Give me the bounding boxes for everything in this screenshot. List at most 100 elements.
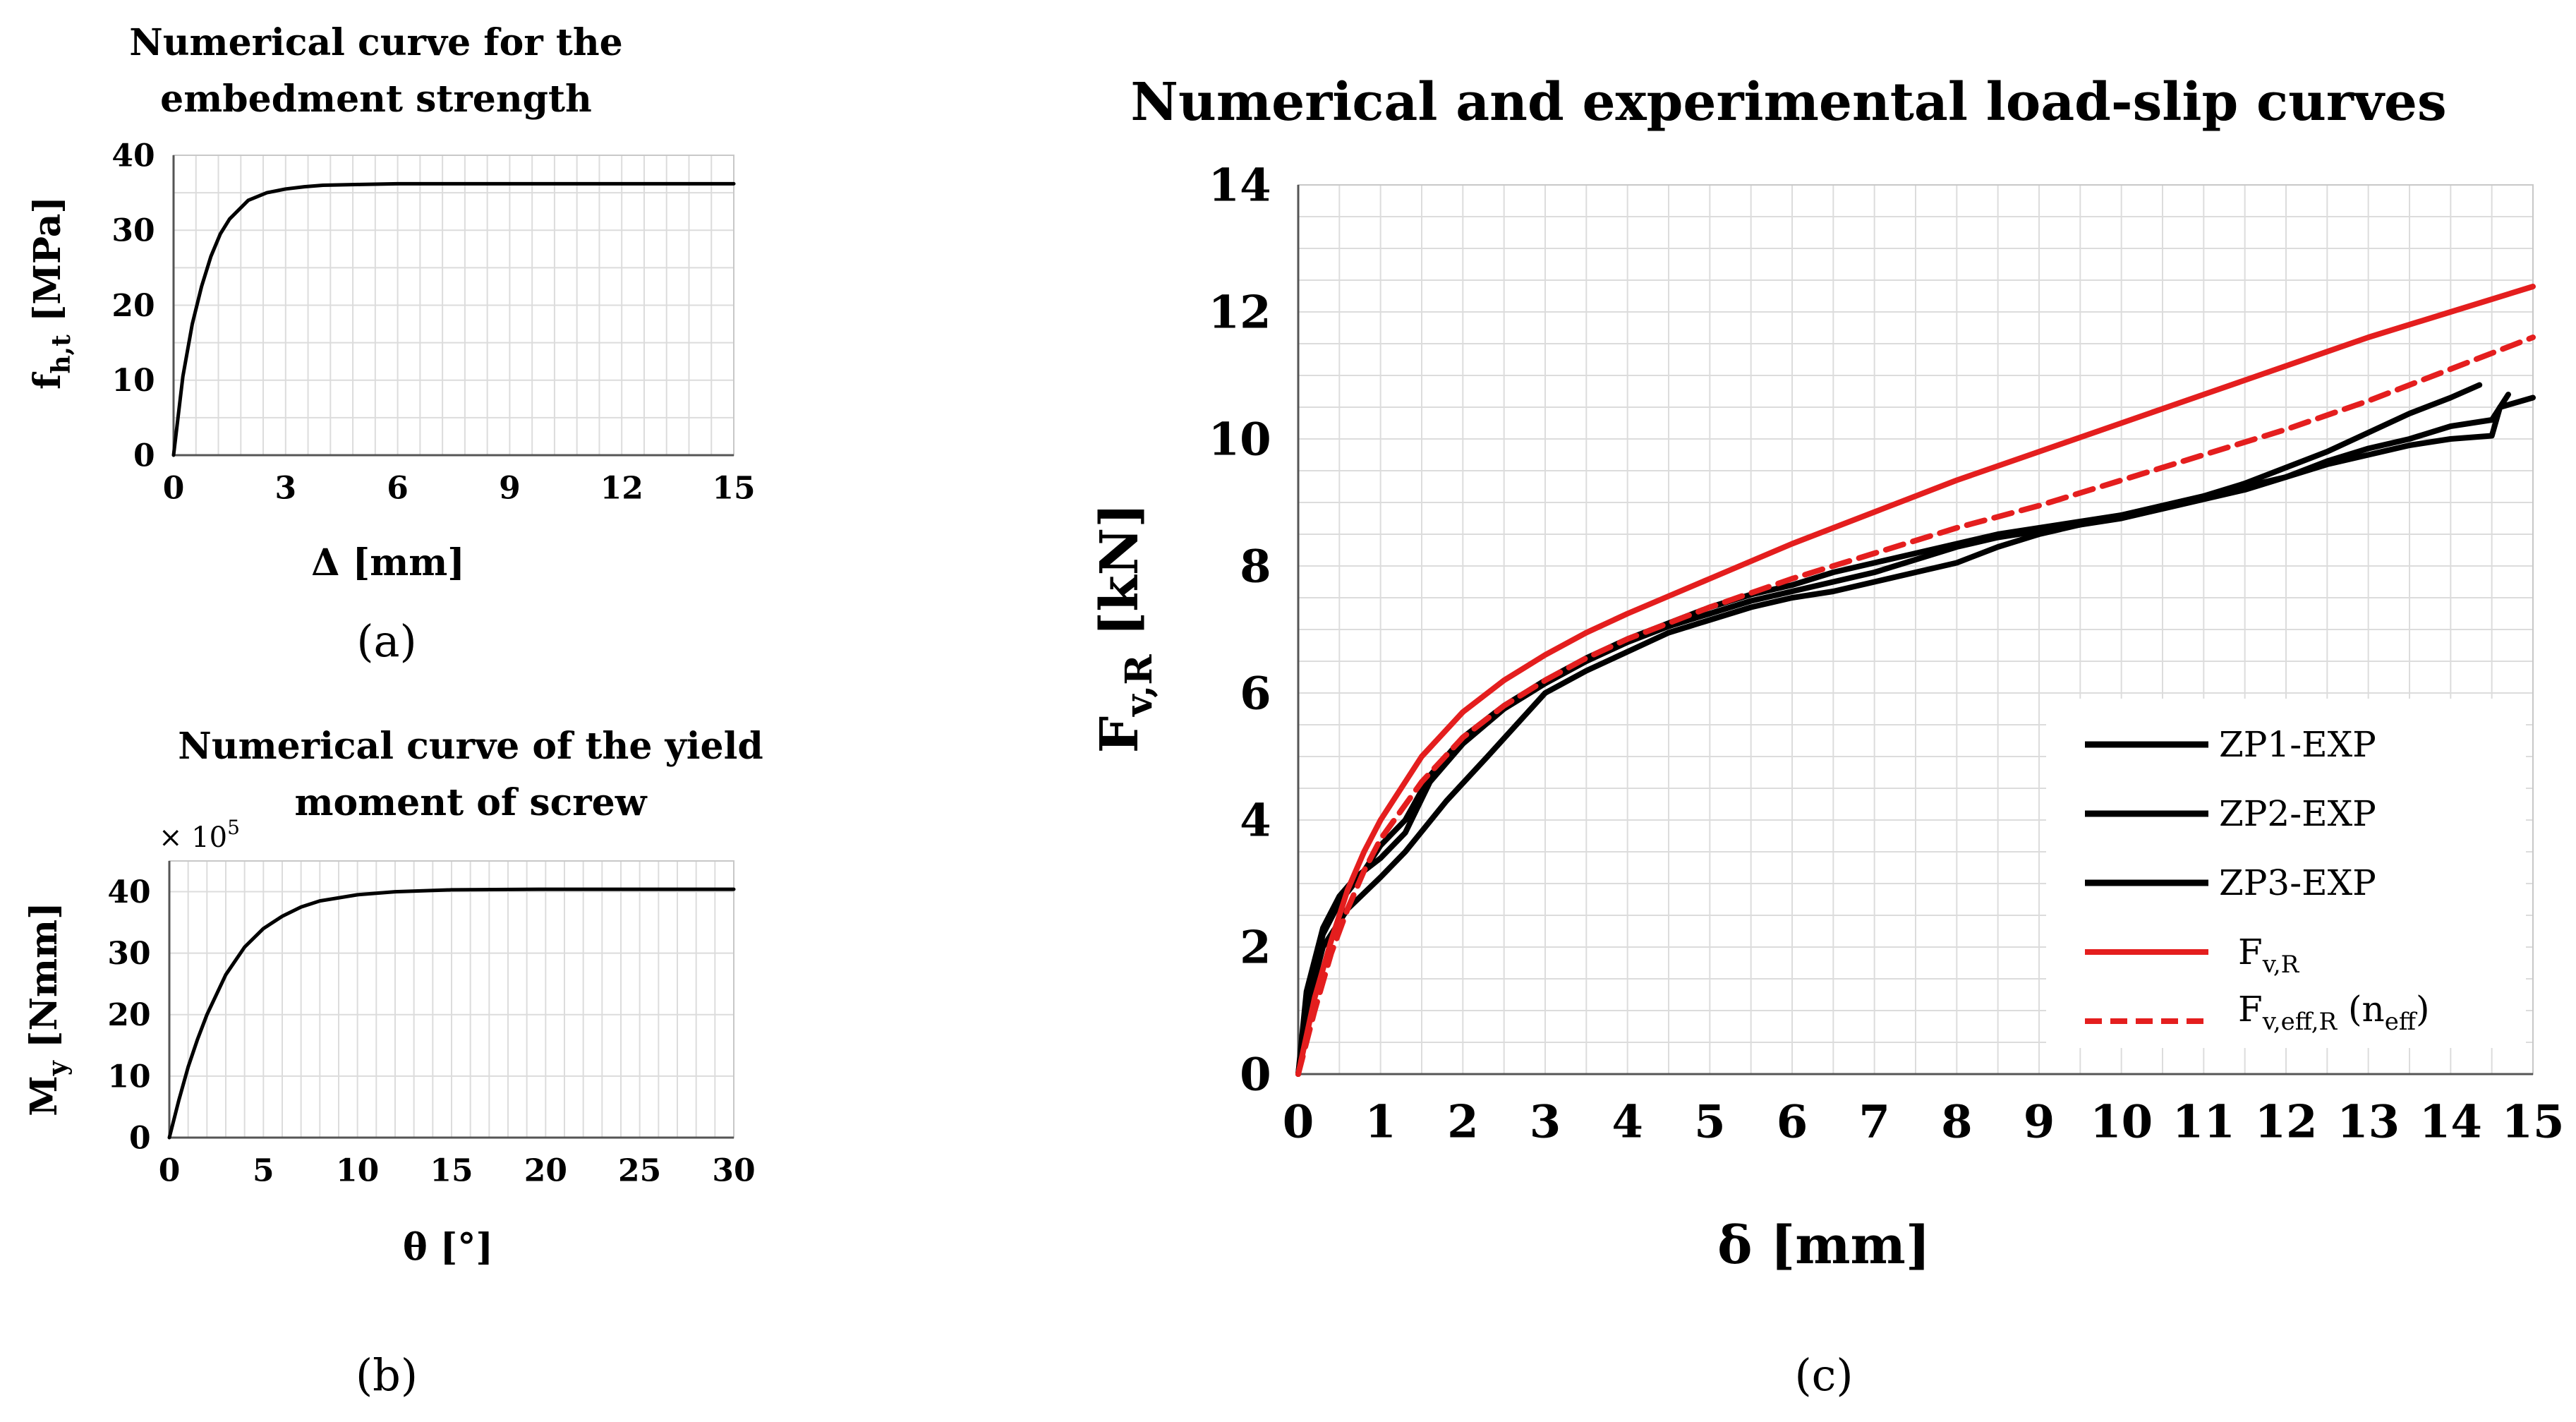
x-tick-label: 12 bbox=[2254, 1096, 2317, 1149]
y-tick-label: 20 bbox=[111, 288, 155, 324]
chart-c-y-label-sub: v,R bbox=[1118, 654, 1161, 717]
chart-b-y-label-unit: [Nmm] bbox=[23, 902, 66, 1048]
chart-b-y-label-space bbox=[23, 1048, 66, 1061]
chart-b-ticks: 0 5 10 15 20 25 30 0 10 20 30 40 bbox=[107, 874, 755, 1189]
x-tick-label: 0 bbox=[163, 471, 185, 507]
legend-fveffr-tail: (n bbox=[2337, 989, 2385, 1030]
x-tick-label: 1 bbox=[1365, 1096, 1396, 1149]
x-tick-label: 15 bbox=[712, 471, 755, 507]
chart-yield-moment: Numerical curve of the yield moment of s… bbox=[23, 725, 763, 1401]
x-tick-label: 13 bbox=[2337, 1096, 2400, 1149]
x-tick-label: 12 bbox=[600, 471, 643, 507]
y-tick-label: 40 bbox=[107, 874, 150, 910]
chart-a-x-axis-label: Δ [mm] bbox=[311, 541, 465, 584]
chart-a-y-label-space bbox=[26, 322, 69, 335]
chart-a-ticks: 0 3 6 9 12 15 0 10 20 30 40 bbox=[111, 138, 755, 506]
y-tick-label: 0 bbox=[1240, 1048, 1271, 1101]
chart-a-title-line-2: embedment strength bbox=[160, 78, 592, 121]
chart-c-lines bbox=[1295, 284, 2536, 1077]
x-tick-label: 2 bbox=[1447, 1096, 1479, 1149]
x-tick-label: 20 bbox=[524, 1153, 567, 1189]
x-tick-label: 3 bbox=[274, 471, 296, 507]
x-tick-label: 15 bbox=[430, 1153, 473, 1189]
y-tick-label: 40 bbox=[111, 138, 155, 174]
y-tick-label: 20 bbox=[107, 997, 150, 1033]
series-line-fv-r bbox=[1295, 284, 2536, 1077]
chart-b-x-axis-label: θ [°] bbox=[403, 1226, 493, 1269]
x-tick-label: 4 bbox=[1611, 1096, 1643, 1149]
y-tick-label: 30 bbox=[111, 213, 155, 249]
legend-label-zp1-exp: ZP1-EXP bbox=[2219, 724, 2376, 765]
chart-b-multiplier-base: × 10 bbox=[159, 821, 227, 854]
chart-c-x-axis-label: δ [mm] bbox=[1717, 1215, 1930, 1276]
x-tick-label: 15 bbox=[2501, 1096, 2564, 1149]
x-tick-label: 8 bbox=[1941, 1096, 1973, 1149]
chart-b-grid bbox=[168, 860, 734, 1139]
y-tick-label: 0 bbox=[133, 438, 155, 474]
chart-a-y-label-main: f bbox=[26, 371, 69, 390]
x-tick-label: 10 bbox=[2090, 1096, 2153, 1149]
legend-background bbox=[2046, 699, 2526, 1048]
chart-b-multiplier-exp: 5 bbox=[227, 816, 240, 839]
x-tick-label: 7 bbox=[1858, 1096, 1890, 1149]
y-tick-label: 14 bbox=[1209, 159, 1271, 212]
y-tick-label: 10 bbox=[107, 1059, 150, 1095]
legend-label-zp2-exp: ZP2-EXP bbox=[2219, 793, 2376, 834]
chart-c-y-label-main: F bbox=[1089, 716, 1150, 754]
chart-a-y-label-unit: [MPa] bbox=[26, 196, 69, 322]
legend-fveffr-sub: v,eff,R bbox=[2262, 1008, 2338, 1036]
chart-b-multiplier: × 105 bbox=[159, 816, 240, 854]
panel-label-c: (c) bbox=[1794, 1349, 1853, 1401]
chart-a-lines bbox=[171, 181, 736, 457]
series-line-embedment-strength bbox=[171, 181, 736, 457]
x-tick-label: 6 bbox=[387, 471, 409, 507]
series-line-fv-eff-r-neff- bbox=[1295, 335, 2536, 1077]
series-line-zp3-exp bbox=[1295, 394, 2536, 1077]
legend-fvr-main: F bbox=[2238, 932, 2263, 972]
series-line-zp1-exp bbox=[1295, 382, 2483, 1077]
y-tick-label: 10 bbox=[1209, 413, 1271, 466]
chart-b-y-label-sub: y bbox=[43, 1060, 73, 1076]
chart-b-title-line-2: moment of screw bbox=[294, 781, 647, 824]
chart-a-y-label-sub: h,t bbox=[47, 335, 76, 374]
series-line-yield-moment bbox=[167, 887, 736, 1140]
x-tick-label: 5 bbox=[253, 1153, 274, 1189]
x-tick-label: 30 bbox=[712, 1153, 755, 1189]
chart-b-y-label-main: M bbox=[23, 1075, 66, 1116]
chart-c-title: Numerical and experimental load-slip cur… bbox=[1130, 72, 2446, 133]
x-tick-label: 10 bbox=[336, 1153, 379, 1189]
panel-label-a: (a) bbox=[356, 615, 416, 667]
chart-c-y-axis-label: Fv,R [kN] bbox=[1089, 503, 1161, 754]
chart-b-lines bbox=[167, 887, 736, 1140]
y-tick-label: 0 bbox=[129, 1120, 151, 1156]
legend-fveffr-close: ) bbox=[2416, 989, 2430, 1030]
x-tick-label: 3 bbox=[1530, 1096, 1561, 1149]
chart-a-title-line-1: Numerical curve for the bbox=[129, 21, 623, 64]
legend-label-fveffr: Fv,eff,R (neff) bbox=[2238, 989, 2430, 1036]
y-tick-label: 12 bbox=[1209, 286, 1271, 339]
chart-embedment-strength: Numerical curve for the embedment streng… bbox=[26, 21, 756, 667]
x-tick-label: 0 bbox=[159, 1153, 181, 1189]
panel-label-b: (b) bbox=[356, 1349, 418, 1401]
chart-b-title-line-1: Numerical curve of the yield bbox=[178, 725, 763, 768]
x-tick-label: 6 bbox=[1777, 1096, 1808, 1149]
y-tick-label: 6 bbox=[1240, 667, 1271, 720]
y-tick-label: 4 bbox=[1240, 794, 1271, 847]
legend-label-fvr: Fv,R bbox=[2238, 932, 2300, 979]
y-tick-label: 8 bbox=[1240, 540, 1271, 593]
x-tick-label: 0 bbox=[1283, 1096, 1314, 1149]
x-tick-label: 5 bbox=[1694, 1096, 1726, 1149]
chart-a-grid bbox=[172, 155, 734, 457]
x-tick-label: 9 bbox=[499, 471, 521, 507]
legend-label-zp3-exp: ZP3-EXP bbox=[2219, 862, 2376, 903]
chart-load-slip: Numerical and experimental load-slip cur… bbox=[1089, 72, 2565, 1401]
chart-c-y-label-space bbox=[1089, 637, 1150, 655]
x-tick-label: 25 bbox=[618, 1153, 661, 1189]
legend-fvr-sub: v,R bbox=[2262, 951, 2300, 979]
x-tick-label: 14 bbox=[2419, 1096, 2482, 1149]
y-tick-label: 2 bbox=[1240, 921, 1271, 974]
chart-b-y-axis-label: My [Nmm] bbox=[23, 902, 73, 1116]
x-tick-label: 11 bbox=[2172, 1096, 2235, 1149]
